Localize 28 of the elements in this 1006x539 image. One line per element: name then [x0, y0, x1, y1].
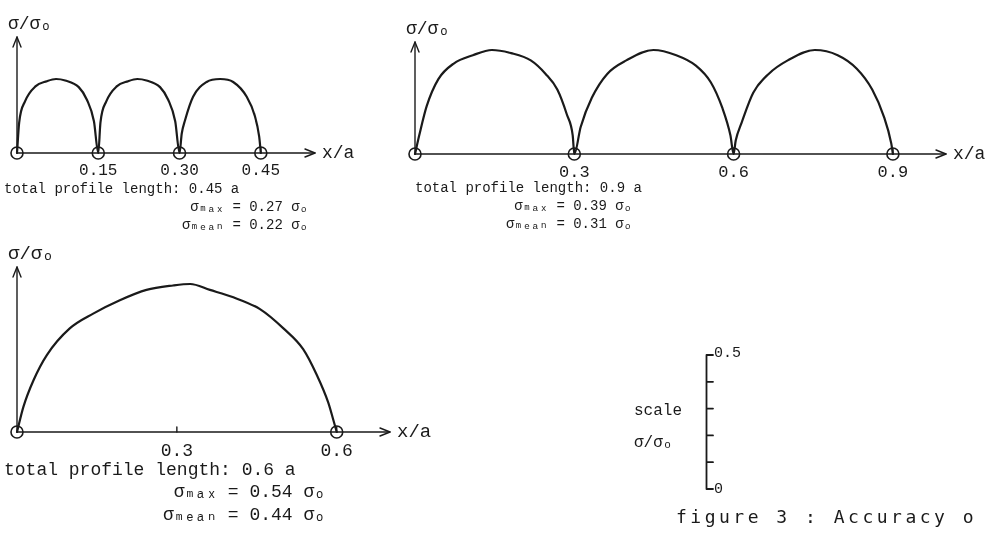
text: σₘₑₐₙ = 0.22 σₒ: [181, 217, 308, 234]
x-tick-label: 0.45: [241, 161, 281, 180]
text: total profile length: 0.6 a: [4, 460, 296, 482]
text: σ/σₒ: [634, 434, 673, 454]
text: 0: [714, 481, 724, 499]
caption: figure 3 : Accuracy o: [676, 506, 978, 528]
y-axis-title: σ/σₒ: [406, 18, 450, 39]
text: scale: [634, 402, 683, 422]
text: σₘₐₓ = 0.54 σₒ: [173, 482, 325, 504]
x-axis-title: x/a: [322, 142, 355, 163]
x-axis-title: x/a: [397, 421, 432, 444]
x-tick-label: 0.15: [79, 161, 118, 180]
text: total profile length: 0.45 a: [4, 181, 240, 198]
text: σₘₑₐₙ = 0.31 σₒ: [505, 216, 632, 233]
x-axis-title: x/a: [953, 143, 986, 164]
x-tick-label: 0.6: [320, 440, 353, 461]
x-tick-label: 0.9: [877, 162, 909, 182]
y-axis-title: σ/σₒ: [8, 242, 54, 265]
text: σₘₐₓ = 0.39 σₒ: [514, 198, 632, 215]
text: 0.5: [714, 345, 742, 363]
text: σₘₑₐₙ = 0.44 σₒ: [162, 505, 325, 527]
x-tick-label: 0.3: [160, 440, 194, 461]
x-tick-label: 0.6: [718, 162, 749, 182]
text: total profile length: 0.9 a: [415, 180, 642, 197]
text: σₘₐₓ = 0.27 σₒ: [190, 199, 308, 216]
y-axis-title: σ/σₒ: [8, 13, 52, 34]
x-tick-label: 0.3: [559, 162, 590, 182]
x-tick-label: 0.30: [160, 161, 199, 180]
